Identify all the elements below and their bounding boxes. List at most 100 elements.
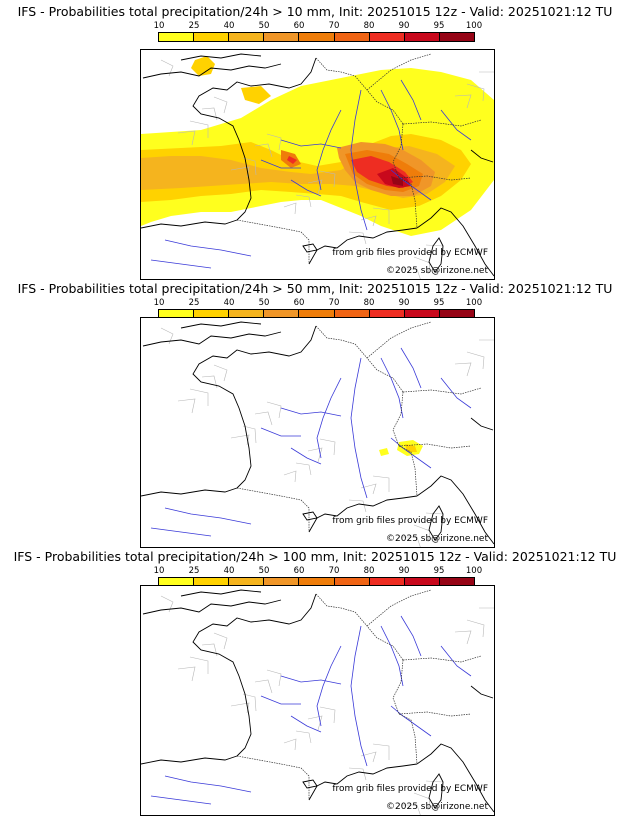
admin-line bbox=[213, 96, 228, 114]
colorbar-swatch bbox=[299, 310, 335, 318]
admin-line bbox=[307, 179, 323, 195]
admin-line bbox=[266, 669, 282, 687]
colorbar-tick: 80 bbox=[363, 298, 375, 308]
river bbox=[150, 259, 212, 269]
colorbar-swatch bbox=[369, 310, 405, 318]
river bbox=[260, 159, 301, 169]
border bbox=[398, 175, 472, 181]
colorbar-swatch bbox=[229, 33, 265, 41]
admin-line bbox=[360, 215, 377, 227]
admin-line bbox=[254, 679, 273, 694]
colorbar-swatch bbox=[194, 578, 230, 586]
admin-line bbox=[230, 434, 250, 446]
admin-line bbox=[266, 133, 282, 151]
river bbox=[316, 645, 342, 727]
copyright-credit: ©2025 sb@irizone.net bbox=[386, 802, 488, 812]
colorbar-swatch bbox=[159, 310, 195, 318]
admin-line bbox=[372, 207, 390, 224]
colorbar-swatch bbox=[159, 33, 195, 41]
river bbox=[150, 795, 212, 805]
river bbox=[440, 109, 472, 141]
colorbar-swatch bbox=[194, 310, 230, 318]
colorbar-tick: 70 bbox=[328, 21, 340, 31]
admin-line bbox=[213, 632, 228, 650]
admin-line bbox=[319, 438, 336, 456]
river bbox=[440, 377, 472, 409]
admin-line bbox=[295, 730, 312, 744]
probability-map: from grib files provided by ECMWF ©2025 … bbox=[140, 317, 495, 548]
coastlines bbox=[141, 321, 494, 545]
river bbox=[400, 347, 422, 389]
panel-100mm: IFS - Probabilities total precipitation/… bbox=[0, 549, 630, 828]
probability-map: from grib files provided by ECMWF ©2025 … bbox=[140, 585, 495, 816]
colorbar-swatch bbox=[299, 578, 335, 586]
country-borders bbox=[236, 321, 482, 532]
colorbar-swatch bbox=[194, 33, 230, 41]
admin-line bbox=[402, 268, 421, 279]
colorbar-tick: 60 bbox=[293, 298, 305, 308]
colorbar-tick: 25 bbox=[188, 21, 200, 31]
coastline bbox=[141, 755, 238, 765]
river bbox=[390, 437, 432, 469]
colorbar-tick: 95 bbox=[433, 566, 445, 576]
coastline bbox=[192, 325, 317, 489]
colorbar-tick: 60 bbox=[293, 21, 305, 31]
coastline bbox=[302, 779, 318, 789]
precip-area bbox=[391, 176, 403, 186]
panel-50mm: IFS - Probabilities total precipitation/… bbox=[0, 281, 630, 549]
river bbox=[290, 179, 322, 197]
river bbox=[440, 645, 472, 677]
coastline bbox=[180, 53, 262, 61]
admin-line bbox=[254, 411, 273, 426]
coastline bbox=[470, 417, 494, 431]
coastline bbox=[180, 321, 262, 329]
precip-area bbox=[287, 156, 297, 164]
border bbox=[315, 57, 404, 125]
border bbox=[402, 655, 482, 663]
colorbar-swatch bbox=[439, 33, 474, 41]
admin-line bbox=[295, 194, 312, 208]
coastline bbox=[416, 475, 494, 545]
colorbar-tick: 25 bbox=[188, 298, 200, 308]
border bbox=[236, 487, 310, 532]
river bbox=[316, 109, 342, 191]
coastlines bbox=[141, 53, 494, 277]
admin-line bbox=[402, 536, 421, 547]
copyright-credit: ©2025 sb@irizone.net bbox=[386, 266, 488, 276]
admin-line bbox=[266, 401, 282, 419]
border bbox=[366, 589, 432, 627]
colorbar-tick: 60 bbox=[293, 566, 305, 576]
river bbox=[290, 447, 322, 465]
coastline bbox=[416, 207, 494, 277]
coastline bbox=[308, 763, 418, 801]
admin-line bbox=[348, 767, 367, 781]
colorbar-tick: 50 bbox=[258, 298, 270, 308]
river bbox=[164, 507, 252, 525]
panel-10mm: IFS - Probabilities total precipitation/… bbox=[0, 4, 630, 280]
admin-line bbox=[230, 702, 250, 714]
colorbar-swatch bbox=[264, 310, 300, 318]
admin-line bbox=[213, 364, 228, 382]
admin-line bbox=[360, 751, 377, 763]
admin-line bbox=[348, 231, 367, 245]
coastline bbox=[192, 57, 317, 221]
admin-line bbox=[242, 157, 257, 176]
river bbox=[380, 625, 404, 687]
coastline bbox=[308, 227, 418, 265]
admin-line bbox=[307, 715, 323, 731]
river bbox=[390, 705, 432, 737]
coastline bbox=[428, 773, 444, 809]
river bbox=[260, 695, 301, 705]
border bbox=[366, 53, 432, 91]
admin-line bbox=[201, 107, 218, 121]
coastline bbox=[141, 219, 238, 229]
admin-line bbox=[466, 83, 485, 102]
colorbar-tick: 40 bbox=[223, 566, 235, 576]
admin-line bbox=[242, 693, 257, 712]
river bbox=[350, 89, 368, 231]
coastline bbox=[308, 495, 418, 533]
admin-line bbox=[372, 475, 390, 492]
river bbox=[380, 89, 404, 151]
admin-line bbox=[283, 470, 297, 483]
colorbar-tick: 90 bbox=[398, 298, 410, 308]
